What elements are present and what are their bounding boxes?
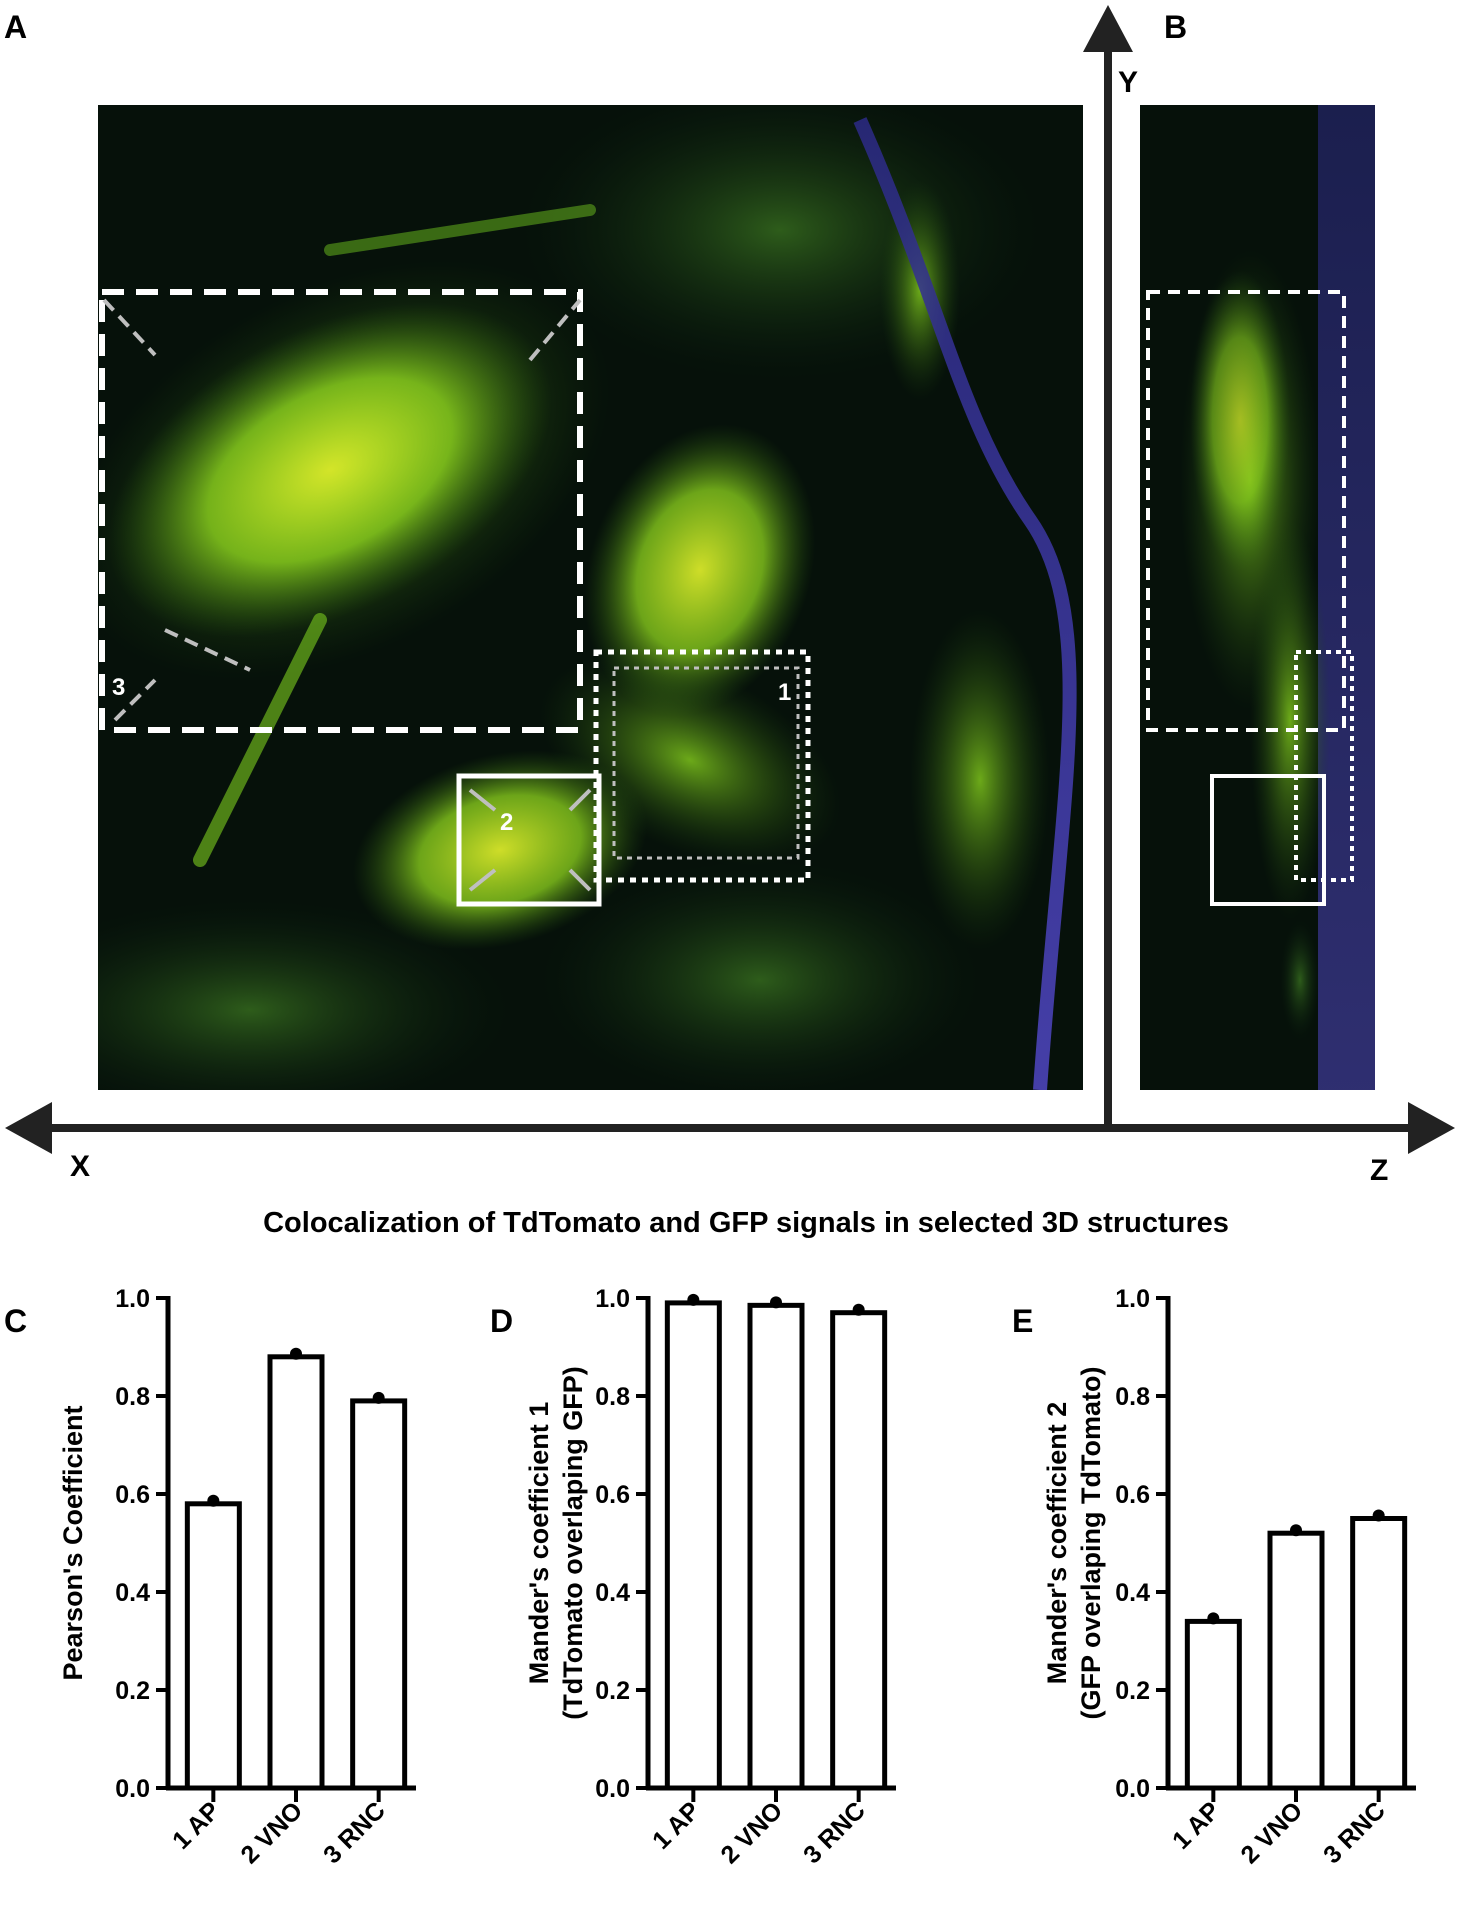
panel-letter-b: B (1164, 9, 1187, 45)
bar-chart-manders-1: D 0.0 0.2 0.4 0.6 0.8 1.0 Mander's coefficient… (490, 1285, 896, 1869)
roi-box-1: 1 (593, 649, 811, 883)
y-tick-label: 0.8 (1115, 1383, 1150, 1411)
y-axis-label: (TdTomato overlaping GFP) (558, 1366, 588, 1720)
y-axis-label: Pearson's Coefficient (58, 1405, 88, 1680)
y-tick-label: 0.2 (595, 1677, 630, 1705)
data-point (1207, 1612, 1220, 1625)
x-tick-label: 2 VNO (715, 1796, 788, 1869)
y-tick-label: 0.0 (1115, 1775, 1150, 1803)
bar (1267, 1530, 1325, 1791)
x-tick-label: 3 RNC (798, 1796, 871, 1869)
y-tick-label: 0.4 (1115, 1579, 1150, 1607)
bar (184, 1501, 242, 1791)
y-tick-label: 0.8 (115, 1383, 150, 1411)
panel-letter-e: E (1012, 1303, 1033, 1339)
bar (664, 1300, 722, 1791)
axis-y-label: Y (1118, 66, 1138, 99)
bar-chart-pearson: C 0.0 0.2 0.4 0.6 0.8 1.0 Pearson's Coefficien… (4, 1285, 416, 1869)
panel-letter-a: A (4, 9, 27, 45)
y-tick-label: 0.0 (595, 1775, 630, 1803)
bar (1350, 1516, 1408, 1791)
panel-letter-c: C (4, 1303, 27, 1339)
y-tick-label: 0.4 (595, 1579, 630, 1607)
axis-z-arrowhead (1408, 1102, 1455, 1154)
y-tick-label: 0.6 (595, 1481, 630, 1509)
y-axis-label: (GFP overlaping TdTomato) (1076, 1366, 1106, 1719)
roi-label-3: 3 (112, 674, 125, 701)
axes-3d: X Y Z (5, 5, 1455, 1187)
data-point (687, 1293, 700, 1306)
data-point (770, 1296, 782, 1309)
roi-box-3: 3 (99, 289, 583, 733)
roi-label-2: 2 (500, 809, 513, 836)
bar-chart-manders-2: E 0.0 0.2 0.4 0.6 0.8 1.0 Mander's coefficient… (1012, 1285, 1416, 1869)
data-point (290, 1347, 302, 1360)
data-point (852, 1303, 865, 1316)
panel-letter-d: D (490, 1303, 513, 1339)
y-tick-label: 1.0 (1115, 1285, 1150, 1313)
micrograph-b (1140, 105, 1375, 1090)
x-tick-label: 1 AP (647, 1796, 705, 1854)
bar (1184, 1618, 1242, 1791)
bar (830, 1310, 888, 1791)
x-tick-label: 2 VNO (235, 1796, 308, 1869)
y-tick-label: 1.0 (595, 1285, 630, 1313)
data-point (207, 1494, 220, 1507)
data-point (372, 1391, 385, 1404)
bar (747, 1302, 805, 1791)
y-tick-label: 0.4 (115, 1579, 150, 1607)
figure-caption: Colocalization of TdTomato and GFP signa… (263, 1207, 1229, 1239)
x-tick-label: 3 RNC (318, 1796, 391, 1869)
y-axis-label: Mander's coefficient 1 (524, 1402, 554, 1685)
data-point (1290, 1524, 1302, 1537)
x-tick-label: 1 AP (167, 1796, 225, 1854)
y-tick-label: 0.2 (1115, 1677, 1150, 1705)
axis-x-arrowhead (5, 1102, 52, 1154)
axis-y-arrowhead (1083, 5, 1133, 52)
x-tick-label: 1 AP (1167, 1796, 1225, 1854)
y-tick-label: 0.6 (1115, 1481, 1150, 1509)
y-tick-label: 0.6 (115, 1481, 150, 1509)
data-point (1372, 1509, 1385, 1522)
y-axis-label: Mander's coefficient 2 (1042, 1402, 1072, 1685)
bar (267, 1354, 325, 1791)
axis-x-label: X (70, 1150, 90, 1183)
x-tick-label: 2 VNO (1235, 1796, 1308, 1869)
roi-box-2: 2 (456, 773, 602, 907)
y-tick-label: 0.8 (595, 1383, 630, 1411)
y-tick-label: 0.2 (115, 1677, 150, 1705)
bar (350, 1398, 408, 1791)
x-tick-label: 3 RNC (1318, 1796, 1391, 1869)
y-tick-label: 0.0 (115, 1775, 150, 1803)
micrograph-a: 3 1 2 (98, 105, 1083, 1090)
axis-z-label: Z (1370, 1154, 1388, 1187)
y-tick-label: 1.0 (115, 1285, 150, 1313)
roi-label-1: 1 (778, 679, 791, 706)
